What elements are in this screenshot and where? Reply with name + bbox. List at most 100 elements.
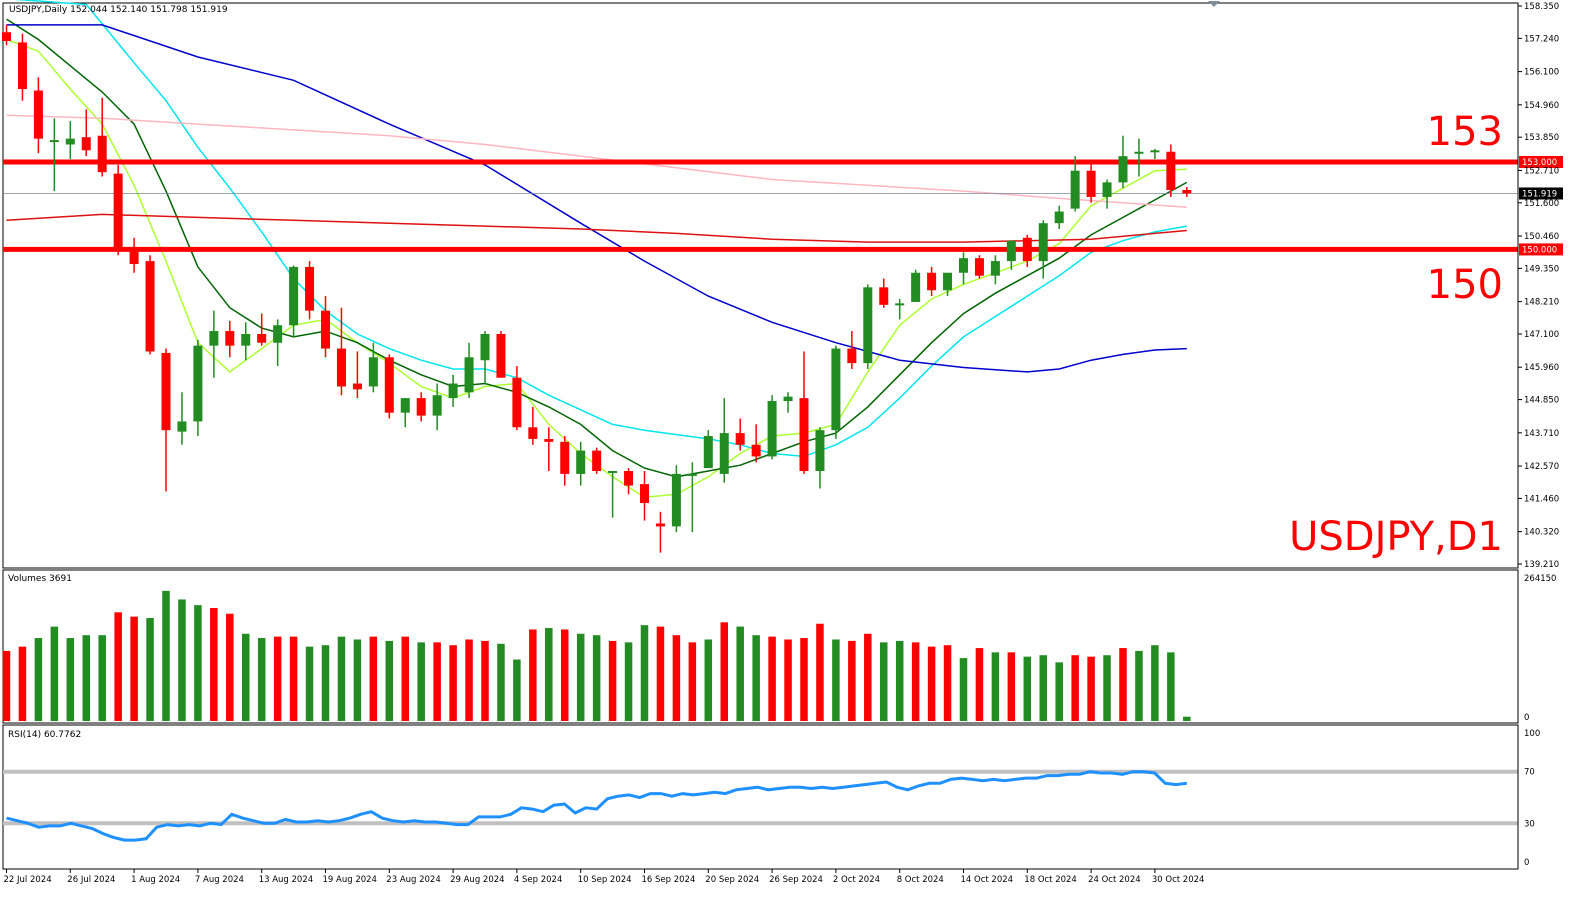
candle-body	[273, 325, 283, 343]
candle-body	[544, 438, 554, 442]
volume-bar	[385, 640, 394, 721]
candle	[592, 447, 602, 474]
time-tick-label: 2 Oct 2024	[833, 875, 880, 885]
candle	[719, 398, 729, 483]
time-tick-label: 26 Jul 2024	[67, 875, 115, 885]
time-tick-label: 18 Oct 2024	[1024, 875, 1077, 885]
candle	[671, 465, 681, 533]
time-tick-label: 16 Sep 2024	[642, 875, 696, 885]
candle	[241, 322, 251, 361]
candle-body	[863, 287, 873, 364]
volume-bar	[1087, 656, 1095, 721]
candle-body	[432, 395, 442, 416]
candle-body	[974, 258, 984, 276]
candle	[703, 430, 713, 469]
candle	[65, 121, 75, 160]
price-tick-label: 142.570	[1524, 462, 1559, 472]
time-tick-label: 4 Sep 2024	[514, 875, 562, 885]
candle	[289, 265, 299, 337]
candle	[1022, 234, 1032, 267]
volume-bar	[608, 640, 617, 721]
candle	[1118, 135, 1128, 189]
rsi-label: RSI(14) 60.7762	[8, 730, 81, 740]
candle-body	[1182, 189, 1192, 194]
candle-body	[1118, 156, 1128, 183]
candle-body	[193, 345, 203, 422]
pane-collapse-icon[interactable]	[1208, 1, 1220, 7]
rsi-tick-label: 70	[1524, 768, 1535, 778]
candle-body	[783, 396, 793, 402]
candle-body	[671, 473, 681, 527]
time-tick-label: 7 Aug 2024	[195, 875, 244, 885]
volume-bar	[433, 642, 441, 721]
ma-line-ema100	[6, 213, 1187, 243]
price-tick-label: 154.960	[1524, 101, 1559, 111]
rsi-tick-label: 0	[1524, 858, 1529, 868]
volume-bar	[784, 639, 792, 721]
candle	[879, 278, 889, 308]
time-tick-label: 30 Oct 2024	[1152, 875, 1205, 885]
candle-body	[592, 450, 602, 471]
rsi-line	[6, 770, 1187, 842]
candle-body	[305, 266, 315, 311]
candle	[624, 468, 634, 495]
candle-body	[1150, 150, 1160, 153]
candle	[943, 272, 953, 297]
candle	[368, 342, 378, 393]
price-tick-label: 141.460	[1524, 494, 1559, 504]
candle-body	[687, 473, 697, 476]
price-pane	[2, 2, 1519, 569]
volume-bar	[66, 638, 75, 721]
rsi-pane	[2, 724, 1519, 870]
candle-body	[640, 484, 649, 504]
volume-bar	[943, 645, 952, 721]
candle	[49, 118, 59, 192]
volume-bar	[624, 642, 633, 721]
candle-body	[368, 357, 378, 387]
candle-body	[735, 433, 745, 445]
candle-body	[879, 287, 889, 305]
candle-body	[2, 32, 11, 41]
volume-bar	[880, 642, 888, 721]
volume-bar	[50, 626, 59, 721]
candle	[927, 266, 937, 297]
volume-bar	[18, 646, 27, 721]
volume-bar	[98, 635, 106, 721]
price-tick-label: 153.850	[1524, 133, 1559, 143]
candle	[990, 255, 1000, 285]
volume-bar	[321, 645, 330, 721]
candle	[257, 313, 267, 346]
volume-bar	[895, 640, 904, 721]
candle	[17, 33, 27, 101]
volume-label: Volumes 3691	[8, 574, 72, 584]
candle-body	[608, 471, 618, 473]
candle-body	[943, 272, 953, 291]
time-tick-label: 24 Oct 2024	[1088, 875, 1141, 885]
candle-body	[927, 272, 937, 291]
candle	[1166, 144, 1176, 197]
candle	[1070, 156, 1080, 212]
volume-bar	[768, 636, 776, 721]
volume-bar	[289, 636, 298, 721]
candle-body	[225, 331, 235, 346]
candle-body	[113, 173, 123, 250]
time-tick-label: 20 Sep 2024	[705, 875, 759, 885]
volume-bar	[816, 623, 824, 721]
candle	[544, 427, 554, 471]
candle	[560, 436, 570, 486]
main-info-label: USDJPY,Daily 152.044 152.140 151.798 151…	[9, 5, 228, 15]
candle-body	[1038, 223, 1048, 262]
candle-body	[241, 333, 251, 346]
candle	[1086, 161, 1096, 203]
candle	[735, 418, 745, 451]
candle	[512, 366, 522, 431]
candle-body	[496, 333, 506, 378]
candle	[528, 406, 538, 445]
candle	[608, 471, 618, 518]
candle-body	[1070, 170, 1080, 209]
volume-bar	[991, 652, 1000, 721]
candle	[1102, 179, 1112, 209]
volume-bar	[1103, 655, 1111, 721]
candle	[640, 471, 649, 521]
